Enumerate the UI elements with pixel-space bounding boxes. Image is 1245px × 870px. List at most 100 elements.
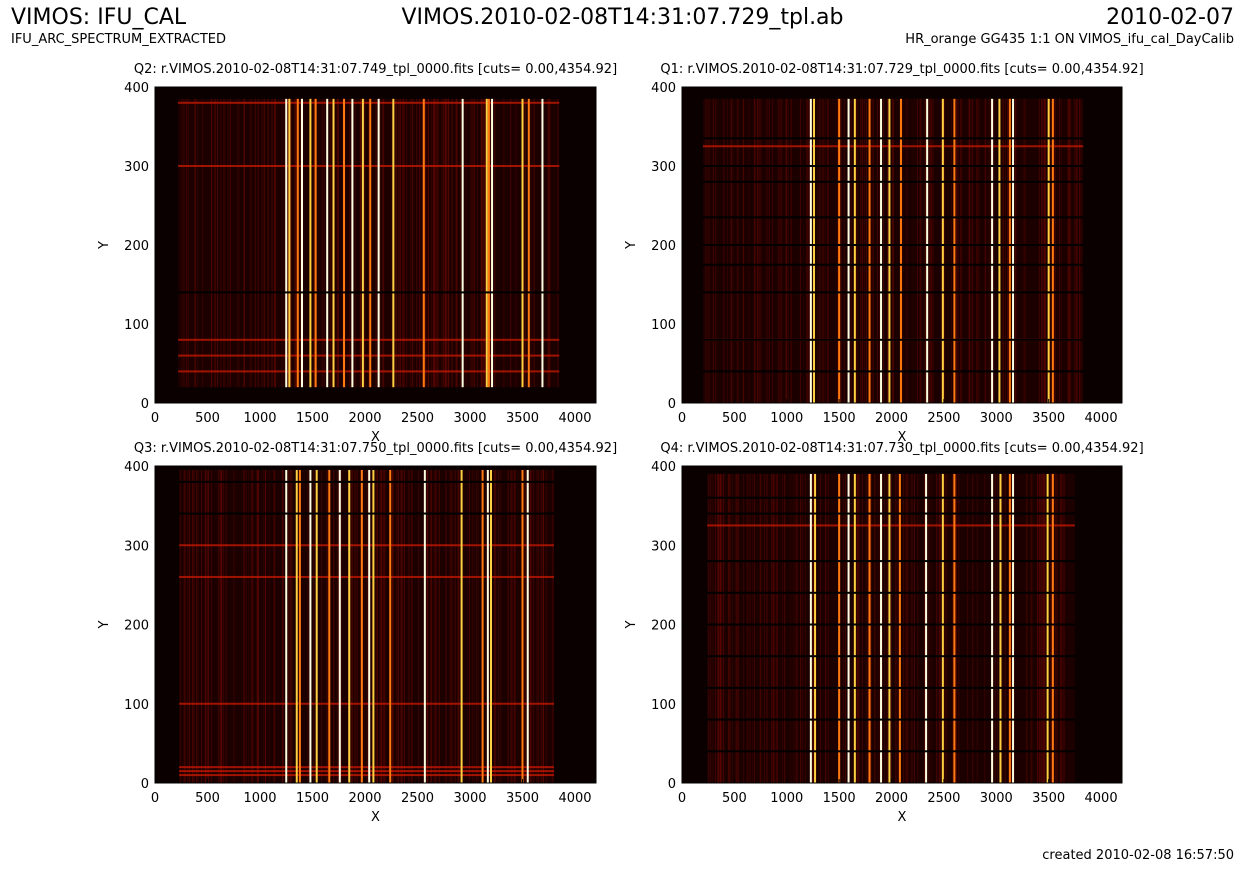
faint-column [1001, 473, 1003, 783]
faint-column [766, 98, 768, 403]
faint-column [384, 469, 386, 783]
faint-column [525, 469, 527, 783]
faint-column [1040, 98, 1042, 403]
faint-column [498, 469, 500, 783]
faint-column [524, 469, 526, 783]
faint-column [809, 98, 811, 403]
faint-column [720, 473, 722, 783]
x-tick-label: 2000 [348, 791, 381, 806]
faint-column [770, 473, 772, 783]
faint-column [267, 98, 269, 388]
x-tick-label: 0 [151, 791, 159, 806]
x-tick-label: 3000 [980, 411, 1013, 426]
faint-column [249, 98, 251, 388]
faint-column [939, 473, 941, 783]
faint-column [706, 98, 708, 403]
faint-column [351, 469, 353, 783]
faint-column [1039, 473, 1041, 783]
faint-column [510, 98, 512, 388]
faint-column [1069, 98, 1071, 403]
faint-column [545, 469, 547, 783]
faint-column [1041, 473, 1043, 783]
chart-panel-1: 0 500 1000 1500 2000 2500 3000 3500 4000 0 100 200 3… [97, 62, 617, 445]
faint-column [380, 469, 382, 783]
faint-column [747, 473, 749, 783]
faint-column [188, 469, 190, 783]
bright-row [178, 338, 560, 341]
y-axis-label: Y [624, 241, 639, 250]
faint-column [257, 98, 259, 388]
faint-column [220, 469, 222, 783]
faint-column [720, 473, 722, 783]
x-tick-label: 500 [195, 411, 220, 426]
faint-column [905, 473, 907, 783]
faint-column [1004, 473, 1006, 783]
dark-row [702, 180, 1084, 183]
arc-line [389, 469, 392, 783]
faint-column [197, 469, 199, 783]
faint-column [956, 98, 958, 403]
faint-column [290, 98, 292, 388]
faint-column [391, 469, 393, 783]
dark-row [702, 338, 1084, 341]
faint-column [403, 98, 405, 388]
faint-column [444, 98, 446, 388]
faint-column [923, 98, 925, 403]
faint-column [742, 98, 744, 403]
faint-column [907, 473, 909, 783]
faint-column [873, 98, 875, 403]
x-tick-label: 3000 [453, 791, 486, 806]
faint-column [207, 469, 209, 783]
faint-column [510, 469, 512, 783]
faint-column [257, 469, 259, 783]
faint-column [1044, 98, 1046, 403]
faint-column [455, 98, 457, 388]
arc-line [880, 473, 883, 783]
panel-title: Q2: r.VIMOS.2010-02-08T14:31:07.749_tpl_… [134, 62, 617, 77]
faint-column [802, 473, 804, 783]
bright-row [178, 370, 560, 373]
faint-column [484, 98, 486, 388]
faint-column [886, 473, 888, 783]
faint-column [193, 469, 195, 783]
faint-column [183, 98, 185, 388]
faint-column [743, 473, 745, 783]
faint-column [483, 98, 485, 388]
faint-column [196, 469, 198, 783]
faint-column [446, 98, 448, 388]
faint-column [360, 98, 362, 388]
faint-column [1076, 98, 1078, 403]
arc-line [369, 98, 372, 388]
panel-title: Q4: r.VIMOS.2010-02-08T14:31:07.730_tpl_… [660, 441, 1143, 456]
faint-column [976, 473, 978, 783]
arc-line [377, 98, 380, 388]
faint-column [530, 469, 532, 783]
faint-column [708, 473, 710, 783]
faint-column [294, 98, 296, 388]
x-tick-label: 2000 [875, 411, 908, 426]
faint-column [777, 473, 779, 783]
chart-panel-4: 0 500 1000 1500 2000 2500 3000 3500 4000 0 100 200 3… [624, 441, 1144, 825]
faint-column [887, 98, 889, 403]
faint-column [823, 98, 825, 403]
faint-column [778, 98, 780, 403]
arc-line [991, 473, 994, 783]
arc-line [490, 469, 492, 783]
faint-column [1044, 473, 1046, 783]
faint-column [465, 98, 467, 388]
faint-column [960, 98, 962, 403]
faint-column [360, 469, 362, 783]
arc-line [880, 98, 883, 403]
faint-column [400, 469, 402, 783]
faint-column [495, 469, 497, 783]
faint-column [382, 98, 384, 388]
faint-column [325, 469, 327, 783]
faint-column [443, 98, 445, 388]
faint-column [766, 473, 768, 783]
faint-column [375, 469, 377, 783]
faint-column [712, 473, 714, 783]
faint-column [433, 469, 435, 783]
faint-column [267, 98, 269, 388]
faint-column [743, 98, 745, 403]
faint-column [360, 98, 362, 388]
